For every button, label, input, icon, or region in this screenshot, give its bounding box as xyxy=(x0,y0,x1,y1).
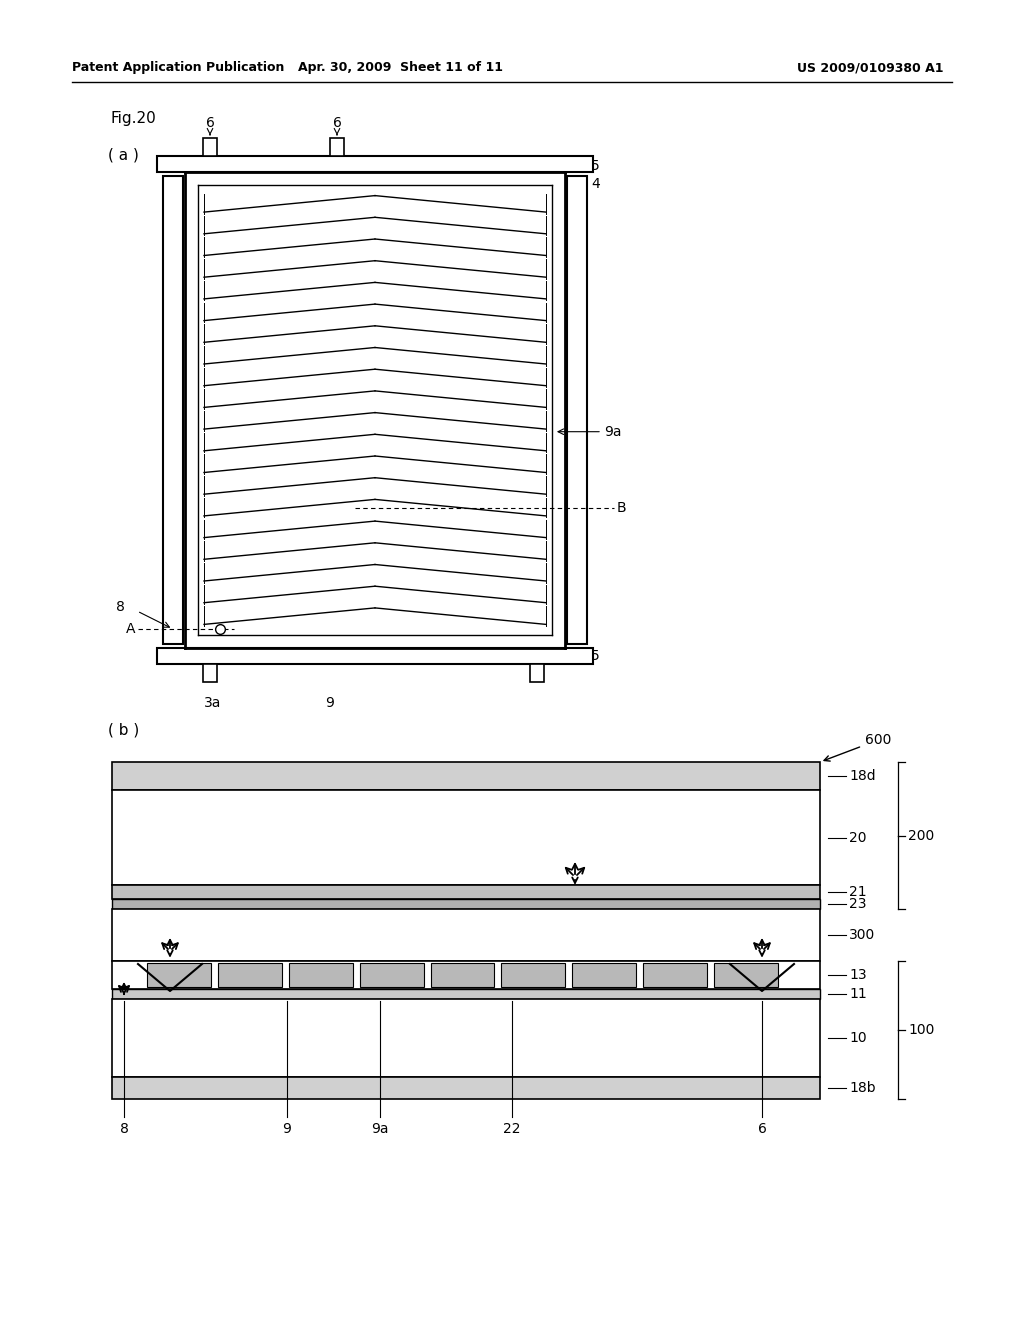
Bar xyxy=(157,156,593,172)
Text: 18b: 18b xyxy=(849,1081,876,1096)
Bar xyxy=(430,964,495,987)
Bar xyxy=(112,961,820,989)
Bar xyxy=(112,909,820,961)
Text: 5: 5 xyxy=(591,158,600,173)
Text: US 2009/0109380 A1: US 2009/0109380 A1 xyxy=(797,62,943,74)
Text: 4: 4 xyxy=(591,177,600,191)
Bar xyxy=(112,1077,820,1100)
Text: 6: 6 xyxy=(206,116,214,129)
Bar xyxy=(502,964,565,987)
Bar xyxy=(530,664,544,682)
Text: 22: 22 xyxy=(503,1122,521,1137)
Bar xyxy=(112,762,820,789)
Text: 6: 6 xyxy=(333,116,341,129)
Bar xyxy=(359,964,424,987)
Text: 5: 5 xyxy=(591,649,600,663)
Bar xyxy=(567,176,587,644)
Text: Patent Application Publication: Patent Application Publication xyxy=(72,62,285,74)
Text: 9: 9 xyxy=(283,1122,292,1137)
Text: 10: 10 xyxy=(849,1031,866,1045)
Text: 13: 13 xyxy=(849,968,866,982)
Text: 11: 11 xyxy=(849,987,866,1001)
Text: 9: 9 xyxy=(326,696,335,710)
Text: Fig.20: Fig.20 xyxy=(110,111,156,125)
Bar xyxy=(203,139,217,156)
Text: Apr. 30, 2009  Sheet 11 of 11: Apr. 30, 2009 Sheet 11 of 11 xyxy=(298,62,503,74)
Text: A: A xyxy=(126,622,135,636)
Text: 6: 6 xyxy=(758,1122,766,1137)
Bar xyxy=(330,139,344,156)
Text: 3a: 3a xyxy=(205,696,221,710)
Bar xyxy=(289,964,352,987)
Bar xyxy=(157,648,593,664)
Text: 300: 300 xyxy=(849,928,876,942)
Bar xyxy=(147,964,211,987)
Text: 9a: 9a xyxy=(372,1122,389,1137)
Text: 200: 200 xyxy=(908,829,934,842)
Text: 18d: 18d xyxy=(849,770,876,783)
Bar xyxy=(572,964,636,987)
Text: 23: 23 xyxy=(849,898,866,911)
Bar xyxy=(112,999,820,1077)
Bar xyxy=(112,899,820,909)
Text: 600: 600 xyxy=(824,733,891,762)
Text: 9a: 9a xyxy=(604,425,622,438)
Text: 8: 8 xyxy=(116,601,125,614)
Text: ( b ): ( b ) xyxy=(108,722,139,738)
Bar xyxy=(112,989,820,999)
Text: 100: 100 xyxy=(908,1023,934,1038)
Bar xyxy=(112,789,820,884)
Bar xyxy=(643,964,708,987)
Bar xyxy=(163,176,183,644)
Bar xyxy=(714,964,778,987)
Text: 8: 8 xyxy=(120,1122,128,1137)
Text: B: B xyxy=(617,500,627,515)
Text: 20: 20 xyxy=(849,830,866,845)
Text: 21: 21 xyxy=(849,884,866,899)
Bar xyxy=(112,884,820,899)
Bar xyxy=(203,664,217,682)
Text: ( a ): ( a ) xyxy=(108,148,139,162)
Bar xyxy=(218,964,282,987)
